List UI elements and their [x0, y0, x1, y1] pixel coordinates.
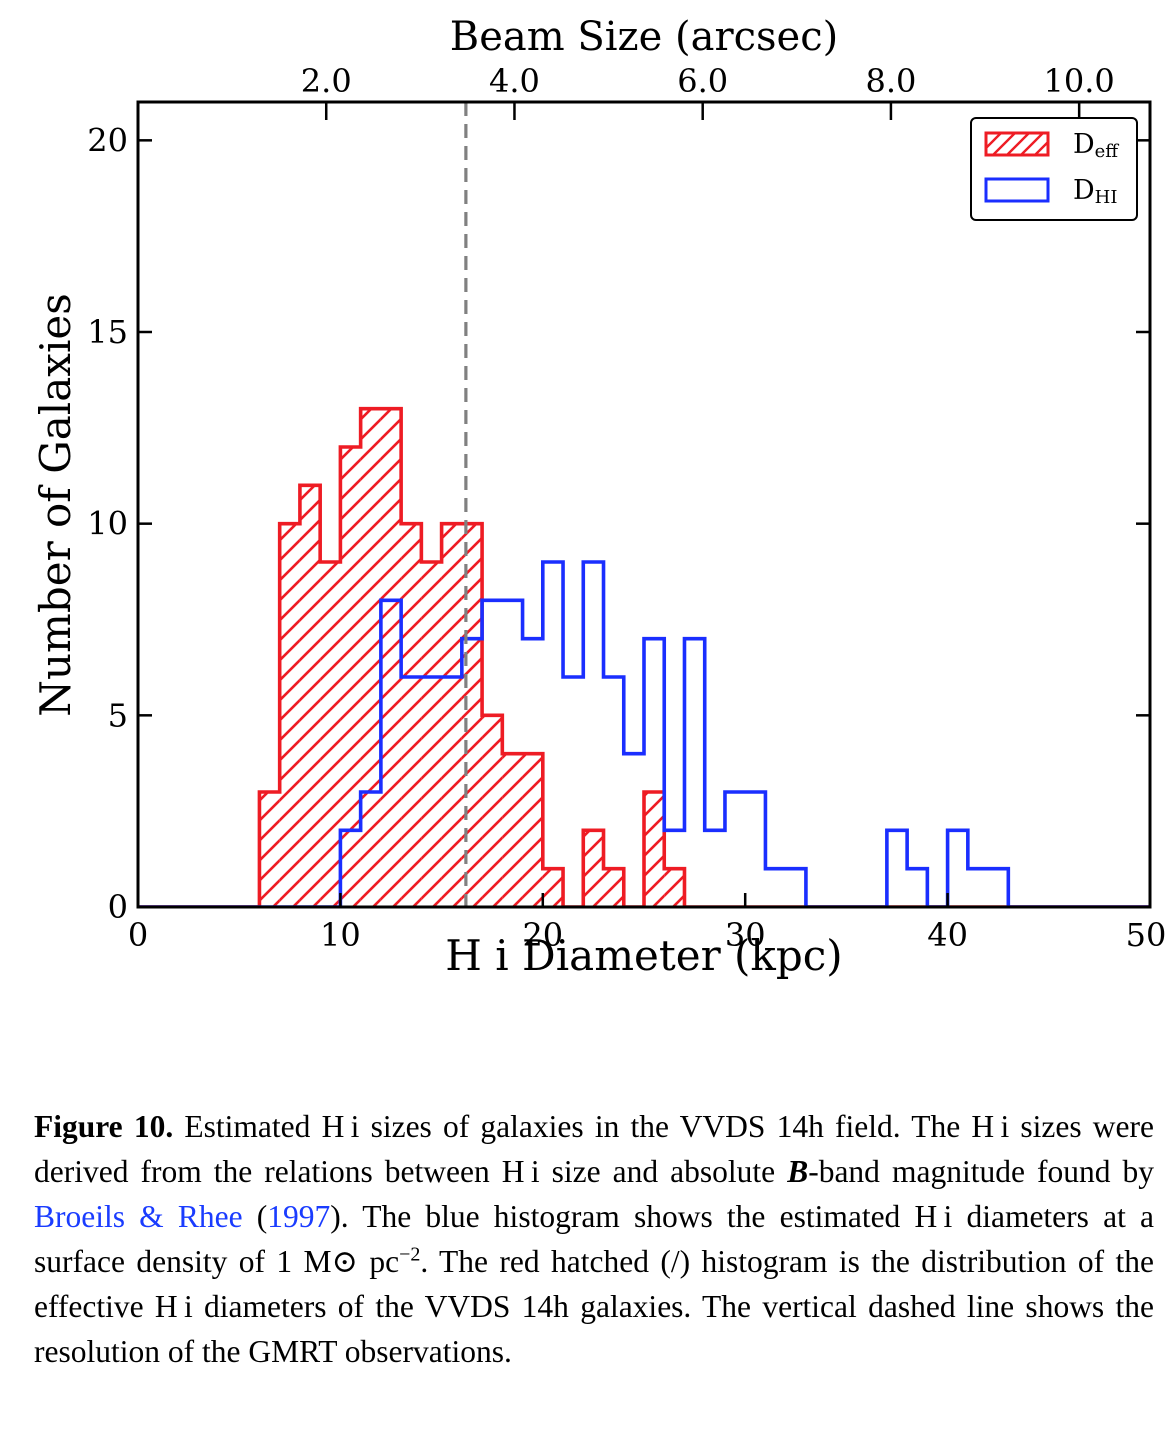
y-tick-label: 10 — [87, 505, 128, 543]
citation-link-year[interactable]: 1997 — [267, 1199, 331, 1234]
plot-frame — [136, 100, 1152, 909]
histogram-bar — [502, 753, 523, 907]
x-tick-label: 50 — [1126, 916, 1167, 954]
histogram-bar — [583, 830, 604, 907]
top-x-tick-label: 6.0 — [677, 62, 728, 100]
legend-swatch-deff — [984, 131, 1050, 157]
histogram-bar — [299, 485, 321, 907]
histogram-bar — [441, 523, 462, 907]
x-tick-label: 0 — [128, 916, 148, 954]
y-tick-label: 20 — [87, 121, 128, 159]
histogram-bar — [644, 792, 665, 907]
series-d-eff — [138, 406, 1150, 907]
x-tick-label: 30 — [725, 916, 766, 954]
plot-area — [138, 102, 1150, 907]
x-tick-label: 10 — [320, 916, 361, 954]
histogram-bar — [522, 753, 543, 907]
caption-text-3: ). The blue histogram shows the estimate… — [34, 1199, 1154, 1279]
histogram-bar — [603, 868, 624, 907]
top-x-tick-label: 2.0 — [301, 62, 352, 100]
histogram-bar — [320, 562, 341, 907]
top-x-tick-label: 10.0 — [1044, 62, 1115, 100]
histogram-bar — [542, 868, 564, 907]
caption-exponent: −2 — [399, 1243, 421, 1266]
x-tick-label: 20 — [522, 916, 563, 954]
top-x-axis-label: Beam Size (arcsec) — [450, 14, 838, 60]
caption-band: B — [787, 1154, 809, 1189]
legend: Deff DHI — [970, 117, 1138, 221]
x-axis-label: H i Diameter (kpc) — [445, 931, 842, 980]
caption-text-2: -band magnitude found by — [808, 1154, 1155, 1189]
figure-caption: Figure 10. Estimated H i sizes of galaxi… — [34, 1104, 1154, 1374]
series-d-hi — [138, 560, 1150, 907]
histogram-bar — [482, 715, 503, 907]
histogram-bar — [461, 523, 483, 907]
y-axis-label: Number of Galaxies — [31, 293, 80, 717]
y-tick-label: 15 — [87, 313, 128, 351]
histogram-outline — [138, 560, 1150, 907]
histogram-bar — [401, 523, 422, 907]
histogram-chart: 0 10 20 30 40 50 0 5 10 15 20 2.0 4.0 6.0 8.0 10.0 H i … — [31, 14, 1167, 980]
histogram-bar — [664, 868, 685, 907]
legend-swatch-dhi — [984, 177, 1050, 203]
caption-paren: ( — [242, 1199, 268, 1234]
histogram-bar — [360, 408, 381, 907]
caption-text-4: . The red hatched (/) histogram is the d… — [34, 1244, 1154, 1369]
caption-label: Figure 10. — [34, 1109, 174, 1144]
histogram-bar — [259, 792, 280, 907]
legend-label-dhi: DHI — [1073, 175, 1117, 208]
citation-link-authors[interactable]: Broeils & Rhee — [34, 1199, 243, 1234]
y-tick-label: 0 — [108, 888, 128, 926]
histogram-bar — [380, 408, 402, 907]
histogram-outline — [138, 406, 1150, 907]
histogram-bar — [421, 562, 442, 907]
y-tick-label: 5 — [108, 696, 128, 734]
histogram-bar — [340, 447, 361, 907]
top-x-tick-label: 8.0 — [865, 62, 916, 100]
caption-text-1: Estimated H i sizes of galaxies in the V… — [34, 1109, 1155, 1189]
legend-label-deff: Deff — [1073, 129, 1119, 162]
top-x-tick-label: 4.0 — [489, 62, 540, 100]
x-tick-label: 40 — [927, 916, 968, 954]
histogram-bar — [279, 523, 300, 907]
